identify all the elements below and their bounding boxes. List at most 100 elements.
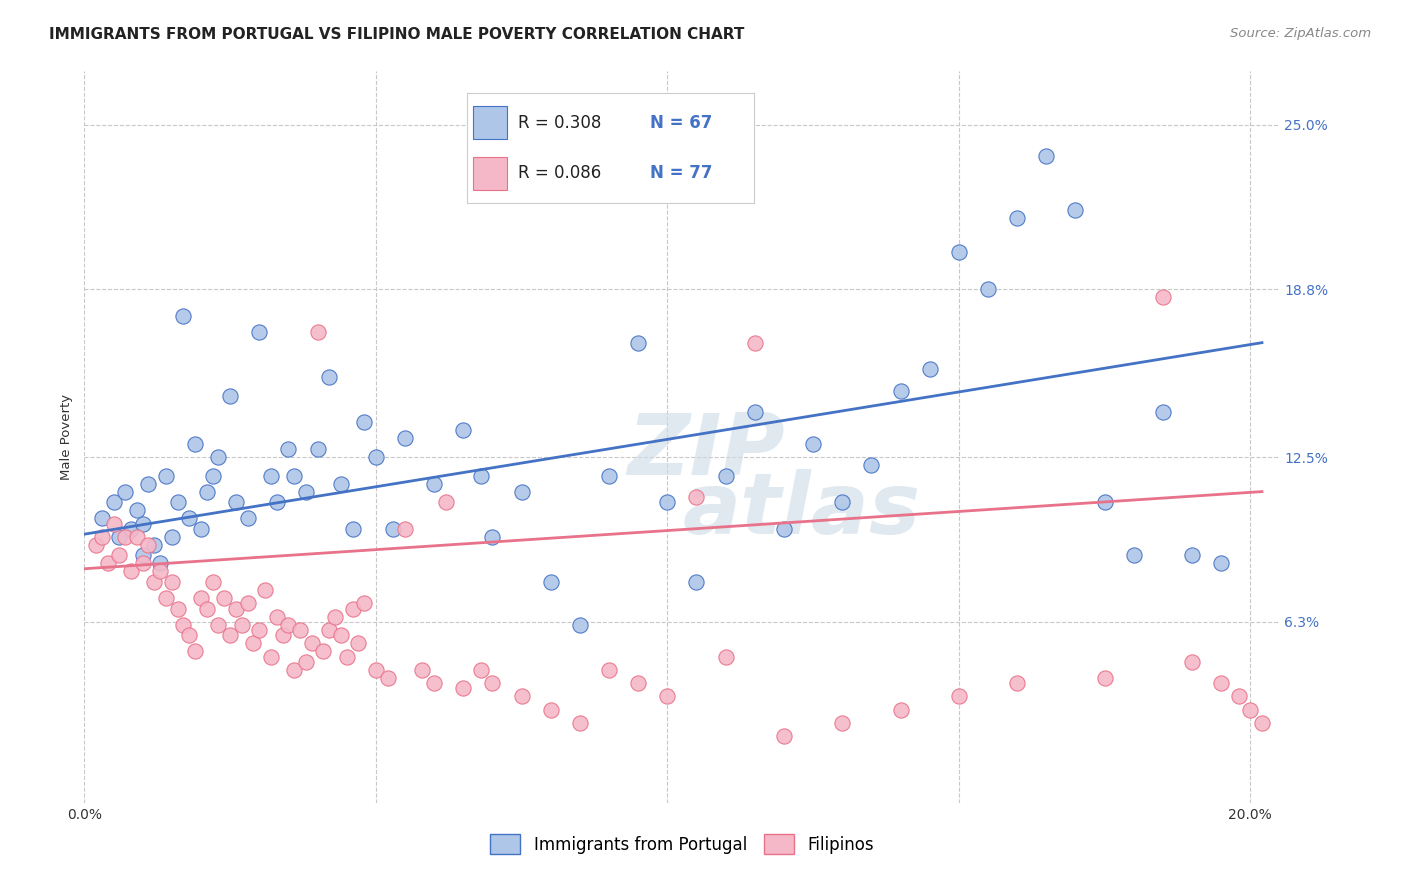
Point xyxy=(143,538,166,552)
Point xyxy=(114,484,136,499)
Point xyxy=(149,557,172,571)
Point xyxy=(1152,290,1174,304)
Point xyxy=(190,522,212,536)
Point xyxy=(323,609,346,624)
Point xyxy=(125,503,148,517)
Point xyxy=(598,663,620,677)
Point xyxy=(948,245,970,260)
Point xyxy=(423,676,446,690)
Point xyxy=(831,495,853,509)
Point xyxy=(1211,676,1233,690)
Point xyxy=(172,617,194,632)
Point xyxy=(918,362,941,376)
Point xyxy=(247,623,270,637)
Point xyxy=(364,663,387,677)
Point xyxy=(510,690,533,704)
Point xyxy=(138,538,160,552)
Point xyxy=(470,468,492,483)
Point xyxy=(382,522,405,536)
Point xyxy=(1211,557,1233,571)
Point xyxy=(1005,676,1028,690)
Point xyxy=(271,628,294,642)
Point xyxy=(155,591,177,605)
Point xyxy=(744,335,766,350)
Point xyxy=(184,436,207,450)
Point xyxy=(131,557,153,571)
Point xyxy=(155,468,177,483)
Point xyxy=(166,601,188,615)
Point xyxy=(260,468,283,483)
Point xyxy=(336,649,359,664)
Point xyxy=(470,663,492,677)
Point xyxy=(481,676,503,690)
Point xyxy=(1251,716,1274,731)
Point xyxy=(103,516,125,531)
Point xyxy=(353,416,375,430)
Point xyxy=(179,628,201,642)
Point xyxy=(568,617,591,632)
Point xyxy=(801,436,824,450)
Point xyxy=(773,522,796,536)
Point xyxy=(277,442,299,456)
Text: Source: ZipAtlas.com: Source: ZipAtlas.com xyxy=(1230,27,1371,40)
Point xyxy=(1227,690,1250,704)
Point xyxy=(860,458,883,472)
Point xyxy=(1005,211,1028,225)
Point xyxy=(283,663,305,677)
Point xyxy=(481,530,503,544)
Point xyxy=(214,591,236,605)
Point xyxy=(394,431,416,445)
Point xyxy=(977,283,1000,297)
Point xyxy=(318,623,340,637)
Point xyxy=(108,530,131,544)
Point xyxy=(166,495,188,509)
Point xyxy=(307,325,329,339)
Point xyxy=(394,522,416,536)
Point xyxy=(125,530,148,544)
Point xyxy=(657,495,679,509)
Point xyxy=(201,575,224,590)
Point xyxy=(411,663,433,677)
Point xyxy=(295,655,318,669)
Point xyxy=(225,601,247,615)
Point xyxy=(1181,655,1204,669)
Point xyxy=(948,690,970,704)
Point xyxy=(889,703,911,717)
Point xyxy=(1035,149,1057,163)
Point xyxy=(342,601,364,615)
Point xyxy=(288,623,311,637)
Point xyxy=(149,565,172,579)
Point xyxy=(714,468,737,483)
Point xyxy=(434,495,457,509)
Point xyxy=(231,617,253,632)
Point xyxy=(1064,202,1087,217)
Point xyxy=(277,617,299,632)
Point xyxy=(160,530,183,544)
Point xyxy=(347,636,370,650)
Point xyxy=(219,389,242,403)
Point xyxy=(236,511,259,525)
Point xyxy=(329,628,352,642)
Point xyxy=(540,703,562,717)
Point xyxy=(657,690,679,704)
Point xyxy=(131,516,153,531)
Point xyxy=(219,628,242,642)
Point xyxy=(353,596,375,610)
Point xyxy=(318,370,340,384)
Point xyxy=(627,676,650,690)
Point xyxy=(598,468,620,483)
Point xyxy=(453,424,475,438)
Point xyxy=(195,601,218,615)
Text: atlas: atlas xyxy=(682,468,921,552)
Point xyxy=(627,335,650,350)
Point xyxy=(103,495,125,509)
Point xyxy=(143,575,166,590)
Point xyxy=(160,575,183,590)
Point xyxy=(207,617,229,632)
Point xyxy=(540,575,562,590)
Point xyxy=(1152,405,1174,419)
Point xyxy=(312,644,335,658)
Point xyxy=(510,484,533,499)
Point xyxy=(247,325,270,339)
Point xyxy=(1094,495,1116,509)
